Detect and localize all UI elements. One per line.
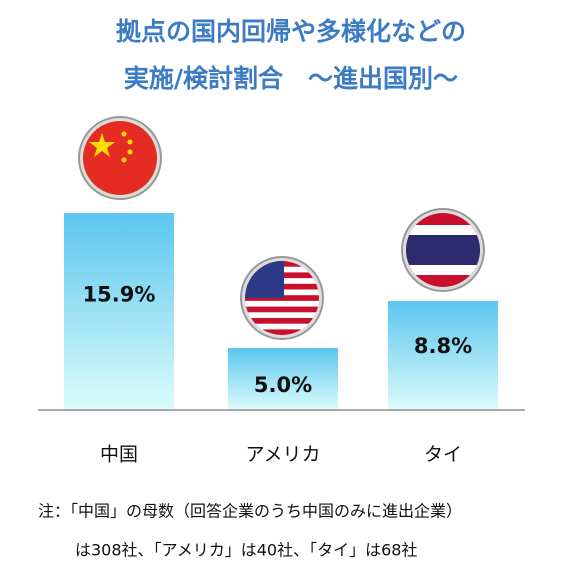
bar <box>228 348 338 410</box>
x-tick-label: アメリカ <box>245 444 320 466</box>
note: 注：「中国」の母数（回答企業のうち中国のみに進出企業） <box>38 502 462 521</box>
x-tick-label: タイ <box>424 444 462 466</box>
flag-thailand <box>401 208 485 292</box>
note: は308社、「アメリカ」は40社、「タイ」は68社 <box>75 541 417 560</box>
value-label: 15.9% <box>83 283 156 307</box>
flag-china <box>78 116 162 200</box>
x-tick-label: 中国 <box>100 444 138 466</box>
chart-title: 拠点の国内回帰や多様化などの <box>116 17 466 46</box>
value-label: 8.8% <box>414 334 472 358</box>
chart-title: 実施/検討割合 ～進出国別～ <box>124 64 458 93</box>
flag-usa <box>240 256 324 340</box>
bar <box>64 213 174 410</box>
plot: 15.9% 中国 5.0% アメリカ 8.8% タイ <box>64 213 498 466</box>
value-label: 5.0% <box>254 373 312 397</box>
bar <box>388 300 498 410</box>
